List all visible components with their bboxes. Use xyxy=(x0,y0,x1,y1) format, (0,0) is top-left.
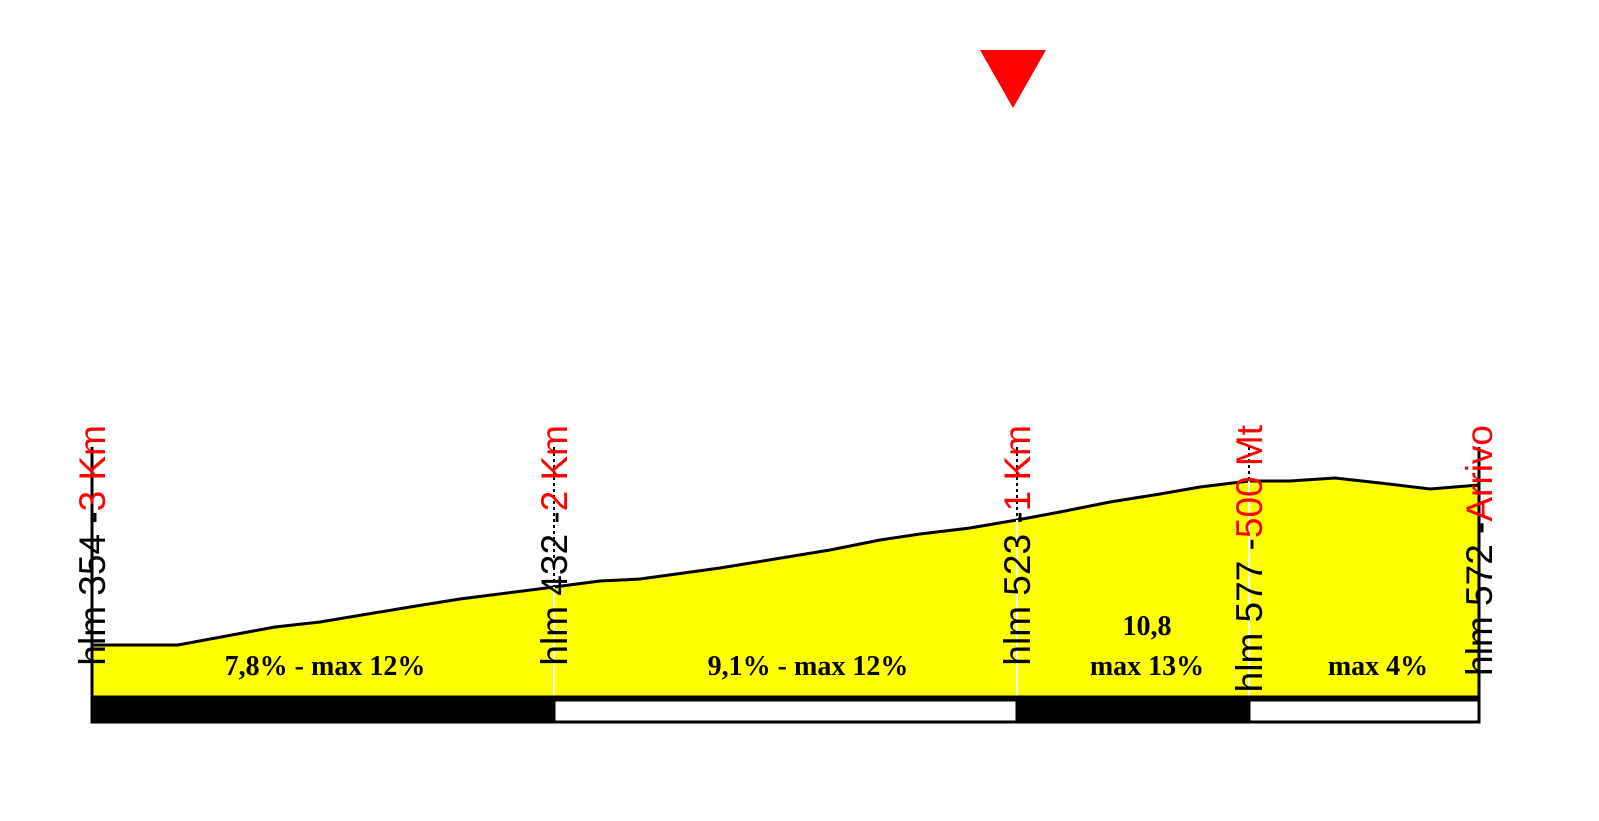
marker-label: hlm 577 -500 Mt xyxy=(1229,424,1270,692)
marker-elevation: hlm 572 - xyxy=(1459,522,1500,676)
marker-distance: 3 Km xyxy=(72,425,113,511)
marker-label: hlm 432 -2 Km xyxy=(534,425,575,666)
marker-label: hlm 523 -1 Km xyxy=(997,425,1038,666)
split-lines xyxy=(553,481,1250,697)
marker-elevation: hlm 432 - xyxy=(534,511,575,665)
dotted-lines xyxy=(553,447,1250,587)
marker-distance: 500 Mt xyxy=(1229,424,1270,538)
marker-elevation: hlm 523 - xyxy=(997,511,1038,665)
marker-elevation: hlm 577 - xyxy=(1229,538,1270,692)
profile-line xyxy=(92,476,1480,647)
segment-gradient: max 13% xyxy=(1090,651,1204,682)
segment-gradient: max 4% xyxy=(1328,651,1428,682)
segment-gradient: 7,8% - max 12% xyxy=(225,651,426,682)
distance-bar xyxy=(90,695,1481,724)
marker-label: hlm 354 -3 Km xyxy=(72,425,113,666)
segment-gradient: 9,1% - max 12% xyxy=(708,651,909,682)
segment-gradient: 10,8 xyxy=(1123,611,1172,642)
marker-distance: 1 Km xyxy=(997,425,1038,511)
marker-elevation: hlm 354 - xyxy=(72,511,113,665)
marker-distance: 2 Km xyxy=(534,425,575,511)
marker-distance: Arrivo xyxy=(1459,425,1500,522)
profile-area xyxy=(92,478,1479,697)
marker-label: hlm 572 -Arrivo xyxy=(1459,425,1500,676)
red-marker xyxy=(980,50,1046,108)
